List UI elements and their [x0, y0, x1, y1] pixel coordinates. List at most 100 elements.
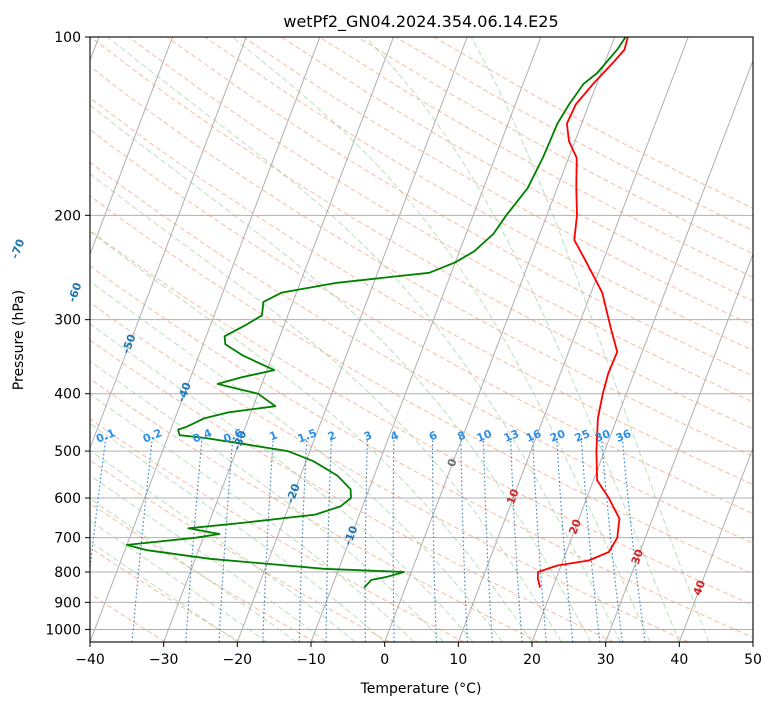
x-axis-title: Temperature (°C) — [360, 681, 482, 697]
isotherm — [457, 37, 689, 642]
x-tick-label: −40 — [75, 652, 105, 668]
y-tick-label: 600 — [54, 491, 81, 507]
x-tick-label: 30 — [597, 652, 615, 668]
mixing-ratio-line — [298, 437, 308, 642]
chart-title: wetPf2_GN04.2024.354.06.14.E25 — [283, 12, 558, 32]
y-tick-label: 100 — [54, 30, 81, 46]
isotherm-label: 20 — [566, 517, 584, 536]
dry-adiabat — [90, 195, 753, 575]
mixing-ratio-label: 1 — [268, 429, 280, 444]
mixing-ratio-line — [580, 437, 601, 642]
mixing-ratio-line — [460, 437, 469, 642]
isotherm — [384, 37, 616, 642]
dry-adiabat — [242, 37, 753, 326]
x-tick-label: −10 — [296, 652, 326, 668]
moist-adiabat — [90, 360, 444, 642]
x-tick-label: −30 — [149, 652, 179, 668]
mixing-ratio-label: 10 — [475, 427, 494, 445]
dry-adiabat — [90, 161, 753, 544]
mixing-ratio-line — [392, 437, 395, 642]
mixing-ratio-line — [131, 437, 153, 642]
isotherm — [163, 37, 395, 642]
moist-adiabat — [470, 37, 710, 642]
moist-adiabat — [90, 231, 533, 642]
moist-adiabat — [90, 104, 592, 642]
y-tick-label: 800 — [54, 565, 81, 581]
dry-adiabat — [90, 128, 753, 515]
mixing-ratio-line — [482, 437, 493, 642]
dry-adiabat — [166, 37, 753, 377]
moist-adiabat — [365, 37, 680, 642]
mixing-ratio-line — [364, 437, 368, 642]
mixing-ratio-label: 20 — [548, 427, 567, 445]
moist-adiabat — [90, 173, 562, 642]
moist-adiabat — [90, 280, 503, 642]
moist-adiabat — [90, 422, 386, 642]
y-tick-label: 200 — [54, 208, 81, 224]
moist-adiabat — [90, 519, 268, 642]
mixing-ratio-line — [262, 437, 274, 642]
x-tick-label: 10 — [449, 652, 467, 668]
mixing-ratio-label: 3 — [362, 429, 374, 444]
dry-adiabat — [128, 37, 753, 403]
y-tick-label: 400 — [54, 387, 81, 403]
x-tick-label: 20 — [523, 652, 541, 668]
dry-adiabat — [90, 546, 241, 642]
isotherm — [605, 252, 753, 642]
dry-adiabat — [204, 37, 753, 351]
mixing-ratio-line — [510, 437, 523, 642]
isotherm-label: 10 — [504, 487, 522, 506]
x-tick-label: 50 — [744, 652, 762, 668]
dry-adiabat — [90, 339, 614, 642]
temperature-profile-line — [536, 37, 629, 588]
isotherm-label: 40 — [691, 578, 709, 597]
dry-adiabat — [90, 229, 753, 606]
mixing-ratio-line — [185, 437, 203, 642]
y-tick-label: 500 — [54, 444, 81, 460]
mixing-ratio-label: 16 — [524, 427, 543, 445]
isotherm — [310, 37, 542, 642]
moist-adiabat — [90, 323, 474, 642]
moist-adiabat — [90, 497, 297, 642]
moist-adiabat — [231, 37, 651, 642]
plot-frame — [89, 36, 754, 643]
mixing-ratio-label: 30 — [593, 427, 612, 445]
mixing-ratio-line — [601, 437, 623, 642]
mixing-ratio-label: 13 — [502, 427, 521, 445]
x-tick-label: 0 — [380, 652, 389, 668]
mixing-ratio-label: 36 — [614, 427, 633, 445]
moist-adiabat — [107, 37, 621, 642]
isotherm — [90, 37, 247, 450]
moist-adiabat — [90, 541, 238, 642]
x-tick-label: −20 — [223, 652, 253, 668]
dry-adiabat — [90, 502, 315, 642]
dewpoint-profile-line — [126, 37, 627, 589]
moist-adiabat — [90, 449, 356, 642]
isotherm — [236, 37, 468, 642]
isotherm-label: 30 — [629, 547, 647, 566]
y-tick-label: 700 — [54, 531, 81, 547]
moist-adiabat — [90, 393, 415, 642]
mixing-ratio-line — [431, 437, 437, 642]
mixing-ratio-label: 2 — [326, 429, 338, 444]
mixing-ratio-line — [325, 437, 332, 642]
y-axis-title: Pressure (hPa) — [11, 290, 27, 390]
dry-adiabat — [90, 378, 540, 642]
mixing-ratio-label: 25 — [573, 427, 592, 445]
isotherm — [90, 37, 174, 256]
isotherm — [678, 446, 753, 642]
y-tick-label: 900 — [54, 595, 81, 611]
y-tick-label: 1000 — [45, 622, 81, 638]
isotherm — [531, 59, 753, 642]
dry-adiabat — [90, 301, 689, 642]
mixing-ratio-line — [621, 437, 646, 642]
isotherm — [90, 37, 321, 642]
mixing-ratio-line — [218, 437, 234, 642]
y-tick-label: 300 — [54, 313, 81, 329]
dry-adiabat — [90, 418, 465, 642]
x-tick-label: 40 — [670, 652, 688, 668]
mixing-ratio-line — [556, 437, 574, 642]
mixing-ratio-label: 8 — [456, 429, 468, 444]
